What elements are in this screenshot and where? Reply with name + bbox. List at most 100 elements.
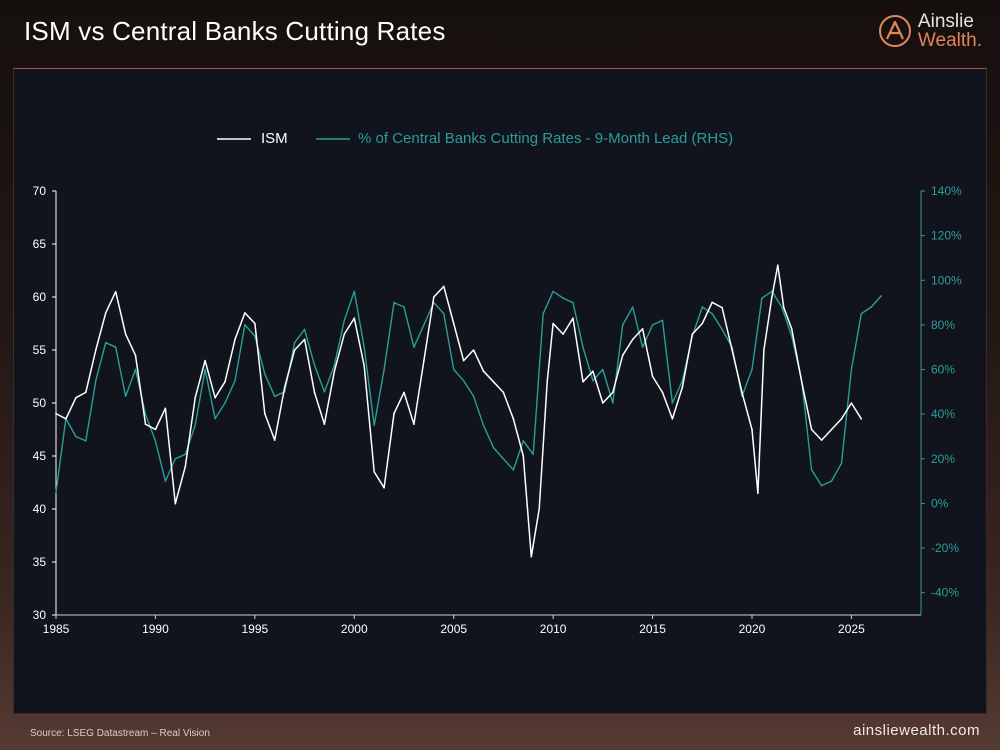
y-tick-label-left: 65 xyxy=(33,237,47,251)
x-tick-label: 2025 xyxy=(838,622,865,636)
chart-panel: 30 35 40 45 50 55 60 65 70 -40% -20% 0% 20% 40% 60% 80%… xyxy=(13,68,987,714)
website-link[interactable]: ainsliewealth.com xyxy=(853,722,980,739)
central-banks-point xyxy=(333,364,336,366)
ism-point xyxy=(333,370,336,373)
central-banks-point xyxy=(751,368,753,371)
ism-point xyxy=(174,502,177,505)
ism-point xyxy=(721,306,723,309)
brand-logo[interactable]: Ainslie Wealth. xyxy=(878,12,982,50)
ism-point xyxy=(224,381,226,383)
ism-point xyxy=(530,555,533,558)
central-banks-point xyxy=(443,312,445,315)
y-tick-label-left: 40 xyxy=(33,502,47,516)
ism-point xyxy=(757,492,759,494)
ism-point xyxy=(343,333,346,335)
central-banks-point xyxy=(810,469,813,471)
x-tick-label: 2020 xyxy=(739,622,766,636)
central-banks-point xyxy=(512,469,515,471)
ism-point xyxy=(691,333,694,335)
y-tick-label-right: 100% xyxy=(931,273,962,287)
central-banks-point xyxy=(373,424,376,427)
y-tick-label-right: 20% xyxy=(931,452,955,466)
central-banks-point xyxy=(532,453,534,456)
central-banks-point xyxy=(134,368,137,371)
ism-point xyxy=(592,370,594,373)
central-banks-point xyxy=(75,435,77,438)
logo-sub: Wealth. xyxy=(917,30,982,51)
ism-point xyxy=(144,423,147,426)
ism-point xyxy=(612,391,614,394)
central-banks-point xyxy=(631,306,634,308)
y-tick-label-left: 45 xyxy=(33,449,47,463)
ism-point xyxy=(562,333,564,335)
ism-point xyxy=(95,349,97,351)
ism-point xyxy=(522,455,525,457)
central-banks-point xyxy=(621,324,624,326)
ism-point xyxy=(433,296,435,298)
central-banks-point xyxy=(144,413,147,416)
central-banks-point xyxy=(641,346,644,349)
y-tick-label-right: 60% xyxy=(931,363,955,377)
series-central-banks-line xyxy=(55,290,882,493)
ism-point xyxy=(751,428,753,431)
central-banks-point xyxy=(552,290,554,293)
ism-point xyxy=(124,333,127,335)
central-banks-point xyxy=(343,319,346,322)
y-tick-label-left: 70 xyxy=(33,184,47,198)
central-banks-point xyxy=(721,328,723,331)
ism-point xyxy=(502,391,505,394)
central-banks-point xyxy=(214,417,216,420)
ism-point xyxy=(572,317,574,319)
central-banks-point xyxy=(174,458,177,460)
ism-point xyxy=(482,370,485,373)
central-banks-point xyxy=(254,335,256,337)
ainslie-a-icon xyxy=(878,15,911,47)
y-tick-label-right: 0% xyxy=(931,496,949,510)
x-tick-label: 2015 xyxy=(639,622,666,636)
central-banks-point xyxy=(313,364,316,366)
ism-point xyxy=(651,375,654,378)
central-banks-point xyxy=(413,346,415,349)
central-banks-point xyxy=(602,368,604,371)
ism-point xyxy=(830,428,833,431)
ism-point xyxy=(273,439,276,441)
ism-point xyxy=(393,412,395,415)
ism-point xyxy=(363,365,366,367)
central-banks-point xyxy=(830,480,833,482)
ism-point xyxy=(790,328,793,330)
central-banks-point xyxy=(860,312,863,315)
ism-point xyxy=(104,312,107,314)
central-banks-point xyxy=(323,391,326,393)
central-banks-point xyxy=(452,368,455,371)
central-banks-point xyxy=(542,312,544,315)
ism-point xyxy=(214,396,216,399)
ism-point xyxy=(264,412,266,415)
ism-point xyxy=(850,402,853,404)
ism-point xyxy=(641,328,644,330)
ism-point xyxy=(763,349,765,351)
ism-point xyxy=(860,418,863,420)
central-banks-point xyxy=(204,368,206,371)
ism-point xyxy=(820,439,823,441)
central-banks-point xyxy=(353,290,356,293)
ism-point xyxy=(800,381,803,383)
ism-point xyxy=(443,285,445,288)
y-tick-label-left: 50 xyxy=(33,396,47,410)
y-tick-label-right: -20% xyxy=(931,541,959,555)
ism-point xyxy=(55,412,57,415)
central-banks-point xyxy=(870,306,873,308)
ism-point xyxy=(383,487,385,489)
ism-point xyxy=(154,428,157,431)
central-banks-point xyxy=(114,346,117,349)
page-title: ISM vs Central Banks Cutting Rates xyxy=(24,16,446,46)
central-banks-point xyxy=(154,440,157,442)
central-banks-point xyxy=(244,324,246,326)
central-banks-point xyxy=(224,402,226,404)
central-banks-point xyxy=(612,402,614,404)
x-tick-label: 2010 xyxy=(540,622,567,636)
central-banks-point xyxy=(55,491,57,494)
ism-point xyxy=(661,391,664,394)
ism-point xyxy=(602,402,604,404)
ism-point xyxy=(234,338,236,341)
